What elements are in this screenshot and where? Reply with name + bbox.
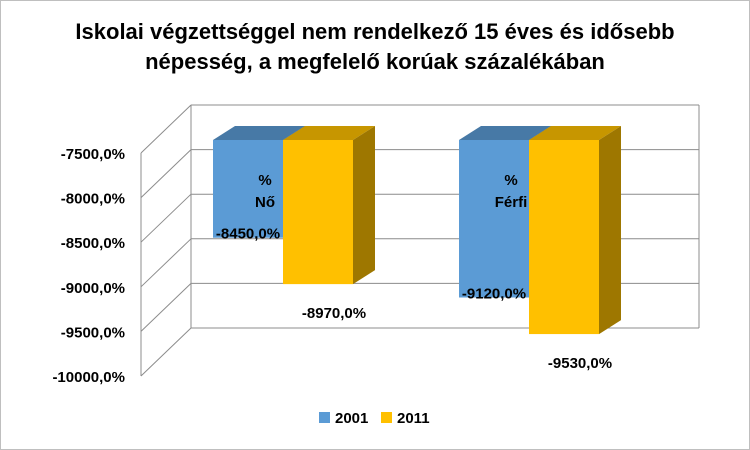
gridline-diagonal [140, 193, 192, 243]
bar-side-face [353, 126, 375, 285]
data-label: -9530,0% [548, 355, 612, 372]
bar [283, 140, 353, 285]
gridline-diagonal [140, 327, 192, 377]
y-tick-label: -10000,0% [52, 369, 125, 386]
category-label: Nő [255, 194, 275, 211]
data-label: -8450,0% [216, 226, 280, 243]
chart-title-line-2: népesség, a megfelelő korúak százalékába… [145, 49, 605, 74]
y-tick-label: -9000,0% [61, 280, 125, 297]
category-label: Férfi [495, 194, 528, 211]
gridline-diagonal [140, 283, 192, 332]
bar [213, 140, 283, 238]
gridline-diagonal [140, 238, 192, 288]
category-label-top: % [504, 172, 517, 189]
data-label: -8970,0% [302, 305, 366, 322]
gridline-diagonal [140, 104, 192, 154]
chart-title-line-1: Iskolai végzettséggel nem rendelkező 15 … [75, 19, 675, 44]
bar [459, 140, 529, 298]
bar-top-face [459, 126, 551, 140]
legend-label: 2001 [335, 410, 368, 427]
bar-top-face [283, 126, 375, 140]
y-tick-label: -7500,0% [61, 146, 125, 163]
bar [529, 140, 599, 335]
bar-top-face [529, 126, 621, 140]
y-tick-label: -8500,0% [61, 235, 125, 252]
legend-swatch [319, 412, 330, 423]
data-label: -9120,0% [462, 286, 526, 303]
legend-swatch [381, 412, 392, 423]
category-label-top: % [258, 172, 271, 189]
y-tick-label: -9500,0% [61, 324, 125, 341]
bar-side-face [599, 126, 621, 335]
gridline-diagonal [140, 149, 192, 198]
y-tick-label: -8000,0% [61, 191, 125, 208]
bar-top-face [213, 126, 305, 140]
chart-title: Iskolai végzettséggel nem rendelkező 15 … [1, 17, 749, 77]
legend-label: 2011 [397, 410, 430, 427]
